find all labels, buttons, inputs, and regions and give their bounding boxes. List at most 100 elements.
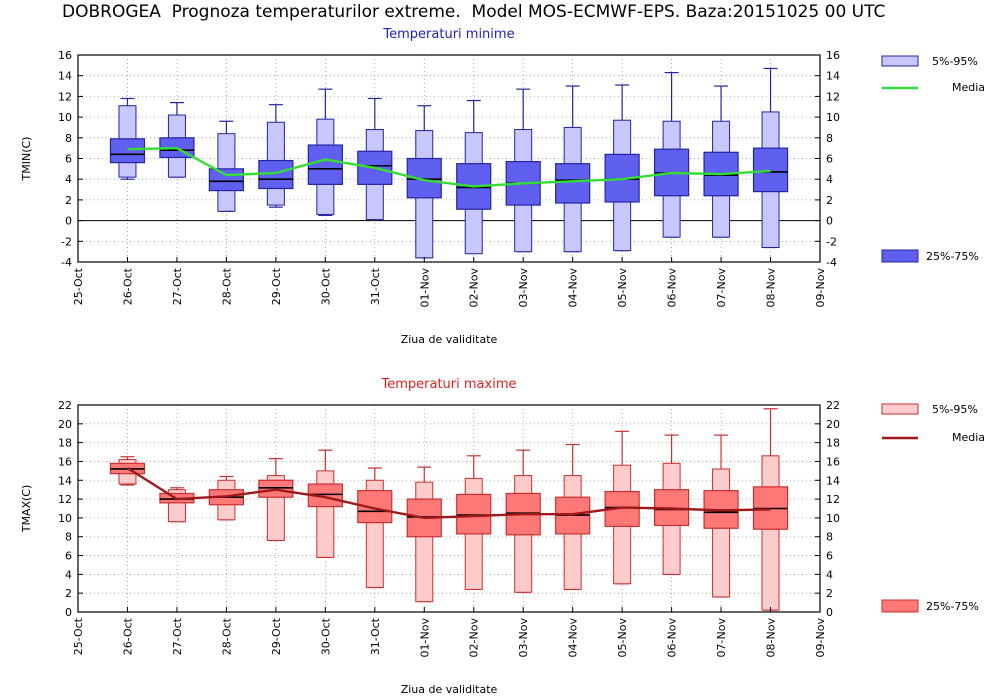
ytick-label-right: 16 bbox=[826, 49, 840, 62]
ytick-label-left: 0 bbox=[65, 215, 72, 228]
ytick-label-right: 16 bbox=[826, 455, 840, 468]
xtick-label: 27-Oct bbox=[171, 267, 184, 305]
ytick-label-right: 12 bbox=[826, 90, 840, 103]
ytick-label-left: 8 bbox=[65, 531, 72, 544]
legend-swatch-iqr bbox=[881, 249, 919, 263]
ytick-label-right: 12 bbox=[826, 493, 840, 506]
xtick-label: 27-Oct bbox=[171, 617, 184, 655]
box-25-75-26-Oct bbox=[109, 138, 146, 164]
ytick-label-left: 12 bbox=[58, 493, 72, 506]
ytick-label-left: 14 bbox=[58, 474, 72, 487]
chart-panel-tmin: Temperaturi minime -4 -4 -2 -2 0 0 2 2 4 4 6 6 8 8 10 10… bbox=[20, 27, 985, 346]
xtick-label: 29-Oct bbox=[270, 267, 283, 305]
xtick-label: 09-Nov bbox=[814, 268, 827, 308]
box-25-75-08-Nov bbox=[752, 147, 789, 193]
band-5-95-07-Nov bbox=[712, 468, 731, 598]
ytick-label-left: 16 bbox=[58, 455, 72, 468]
y-axis-label: TMIN(C) bbox=[20, 137, 33, 182]
ytick-label-left: -4 bbox=[61, 256, 72, 269]
x-axis-label: Ziua de validitate bbox=[401, 333, 498, 346]
ytick-label-right: 14 bbox=[826, 70, 840, 83]
y-axis-label: TMAX(C) bbox=[20, 485, 33, 534]
ytick-label-right: 4 bbox=[826, 568, 833, 581]
ytick-label-left: 6 bbox=[65, 153, 72, 166]
ytick-label-right: 0 bbox=[826, 215, 833, 228]
box-25-75-04-Nov bbox=[555, 163, 591, 204]
xtick-label: 03-Nov bbox=[517, 268, 530, 308]
xtick-label: 25-Oct bbox=[72, 267, 85, 305]
xtick-label: 06-Nov bbox=[666, 618, 679, 658]
legend-label-mean: Media bbox=[952, 81, 985, 94]
ytick-label-right: 14 bbox=[826, 474, 840, 487]
legend-label-iqr: 25%-75% bbox=[926, 250, 979, 263]
ytick-label-left: 12 bbox=[58, 90, 72, 103]
ytick-label-left: 18 bbox=[58, 437, 72, 450]
ytick-label-left: 6 bbox=[65, 550, 72, 563]
ytick-label-left: 8 bbox=[65, 132, 72, 145]
box-25-75-28-Oct bbox=[208, 168, 244, 192]
xtick-label: 07-Nov bbox=[715, 268, 728, 308]
xtick-label: 30-Oct bbox=[319, 267, 332, 305]
xtick-label: 07-Nov bbox=[715, 618, 728, 658]
mean-line bbox=[126, 467, 771, 520]
band-5-95-08-Nov bbox=[761, 455, 780, 611]
xtick-label: 02-Nov bbox=[468, 618, 481, 658]
xtick-label: 04-Nov bbox=[567, 268, 580, 308]
legend-label-band: 5%-95% bbox=[932, 55, 978, 68]
ytick-label-left: 0 bbox=[65, 606, 72, 619]
ytick-label-right: 22 bbox=[826, 399, 840, 412]
xtick-label: 26-Oct bbox=[121, 267, 134, 305]
ytick-label-right: 20 bbox=[826, 418, 840, 431]
ytick-label-right: 10 bbox=[826, 111, 840, 124]
legend-swatch-iqr bbox=[881, 599, 919, 613]
legend-label-iqr: 25%-75% bbox=[926, 600, 979, 613]
ytick-label-right: 6 bbox=[826, 550, 833, 563]
ytick-label-right: -2 bbox=[826, 235, 837, 248]
xtick-label: 05-Nov bbox=[616, 268, 629, 308]
chart-title: Temperaturi maxime bbox=[381, 377, 517, 392]
ytick-label-right: 2 bbox=[826, 194, 833, 207]
xtick-label: 26-Oct bbox=[121, 617, 134, 655]
ytick-label-right: 6 bbox=[826, 153, 833, 166]
legend-swatch-band bbox=[881, 55, 919, 67]
ytick-label-right: 4 bbox=[826, 173, 833, 186]
legend-swatch-band bbox=[881, 403, 919, 415]
xtick-label: 28-Oct bbox=[220, 267, 233, 305]
xtick-label: 03-Nov bbox=[517, 618, 530, 658]
xtick-label: 30-Oct bbox=[319, 617, 332, 655]
ytick-label-left: 2 bbox=[65, 194, 72, 207]
ytick-label-left: 2 bbox=[65, 587, 72, 600]
box-25-75-31-Oct bbox=[357, 150, 393, 185]
ytick-label-left: 10 bbox=[58, 512, 72, 525]
ytick-label-left: 4 bbox=[65, 568, 72, 581]
x-axis-label: Ziua de validitate bbox=[401, 683, 498, 696]
xtick-label: 09-Nov bbox=[814, 618, 827, 658]
xtick-label: 01-Nov bbox=[418, 618, 431, 658]
box-25-75-30-Oct bbox=[307, 144, 343, 185]
ytick-label-left: 16 bbox=[58, 49, 72, 62]
xtick-label: 31-Oct bbox=[369, 617, 382, 655]
legend-label-mean: Media bbox=[952, 431, 985, 444]
xtick-label: 05-Nov bbox=[616, 618, 629, 658]
xtick-label: 29-Oct bbox=[270, 617, 283, 655]
xtick-label: 28-Oct bbox=[220, 617, 233, 655]
xtick-label: 02-Nov bbox=[468, 268, 481, 308]
ytick-label-left: -2 bbox=[61, 235, 72, 248]
ytick-label-right: -4 bbox=[826, 256, 837, 269]
box-25-75-02-Nov bbox=[456, 493, 492, 535]
ytick-label-left: 22 bbox=[58, 399, 72, 412]
xtick-label: 25-Oct bbox=[72, 617, 85, 655]
ytick-label-left: 10 bbox=[58, 111, 72, 124]
xtick-label: 08-Nov bbox=[765, 268, 778, 308]
ytick-label-right: 2 bbox=[826, 587, 833, 600]
xtick-label: 31-Oct bbox=[369, 267, 382, 305]
xtick-label: 08-Nov bbox=[765, 618, 778, 658]
ytick-label-right: 8 bbox=[826, 132, 833, 145]
plot-frame bbox=[77, 404, 821, 613]
xtick-label: 04-Nov bbox=[567, 618, 580, 658]
mean-line bbox=[127, 146, 771, 188]
chart-title: Temperaturi minime bbox=[382, 27, 514, 42]
ytick-label-right: 10 bbox=[826, 512, 840, 525]
